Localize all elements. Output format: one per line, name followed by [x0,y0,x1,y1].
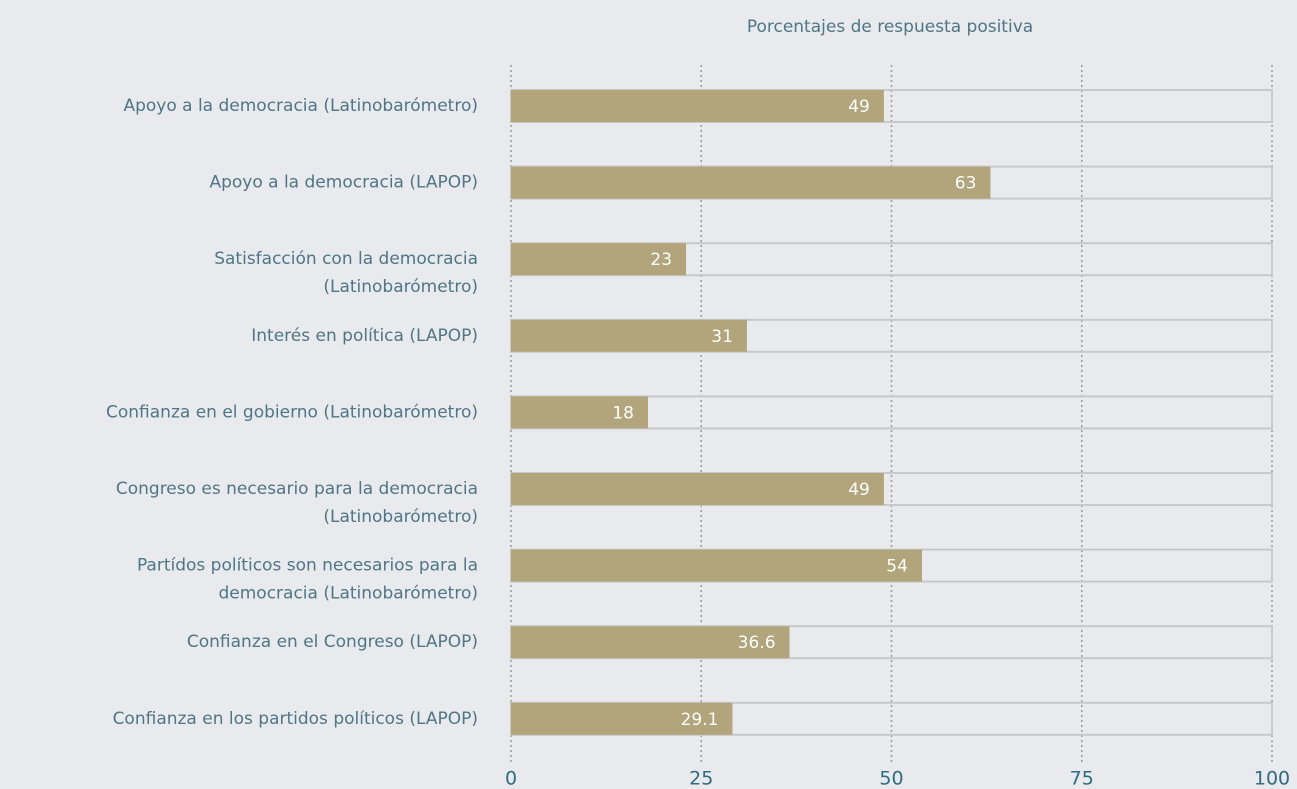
chart-title: Porcentajes de respuesta positiva [747,17,1033,37]
value-label: 54 [886,557,908,577]
y-tick-label: Confianza en los partidos políticos (LAP… [113,709,478,729]
value-label: 49 [848,480,870,500]
bar [511,396,648,429]
x-tick-label: 50 [879,768,903,789]
y-tick-label: Apoyo a la democracia (Latinobarómetro) [123,96,478,116]
y-tick-label: Confianza en el Congreso (LAPOP) [187,632,478,652]
y-tick-label: Congreso es necesario para la democracia… [116,479,478,527]
value-label: 23 [650,250,672,270]
value-label: 31 [711,327,733,347]
x-tick-label: 100 [1254,768,1290,789]
bar [511,90,884,122]
y-tick-label: Confianza en el gobierno (Latinobarómetr… [106,402,478,422]
bar [511,626,790,659]
value-label: 63 [955,174,977,194]
bar [511,473,884,505]
x-tick-label: 75 [1070,768,1094,789]
y-tick-label: Satisfacción con la democracia (Latinobar… [214,249,478,297]
value-label: 36.6 [738,633,776,653]
bar [511,319,747,352]
x-tick-label: 25 [689,768,713,789]
bar [511,702,733,735]
y-tick-label: Partídos políticos son necesarios para l… [137,556,478,604]
bar [511,243,687,276]
bar [511,549,922,582]
value-label: 49 [848,97,870,117]
value-label: 18 [612,403,634,423]
x-tick-label: 0 [505,768,517,789]
bar [511,166,991,199]
value-label: 29.1 [681,710,719,730]
y-tick-label: Apoyo a la democracia (LAPOP) [209,173,478,193]
y-tick-label: Interés en política (LAPOP) [251,326,478,346]
